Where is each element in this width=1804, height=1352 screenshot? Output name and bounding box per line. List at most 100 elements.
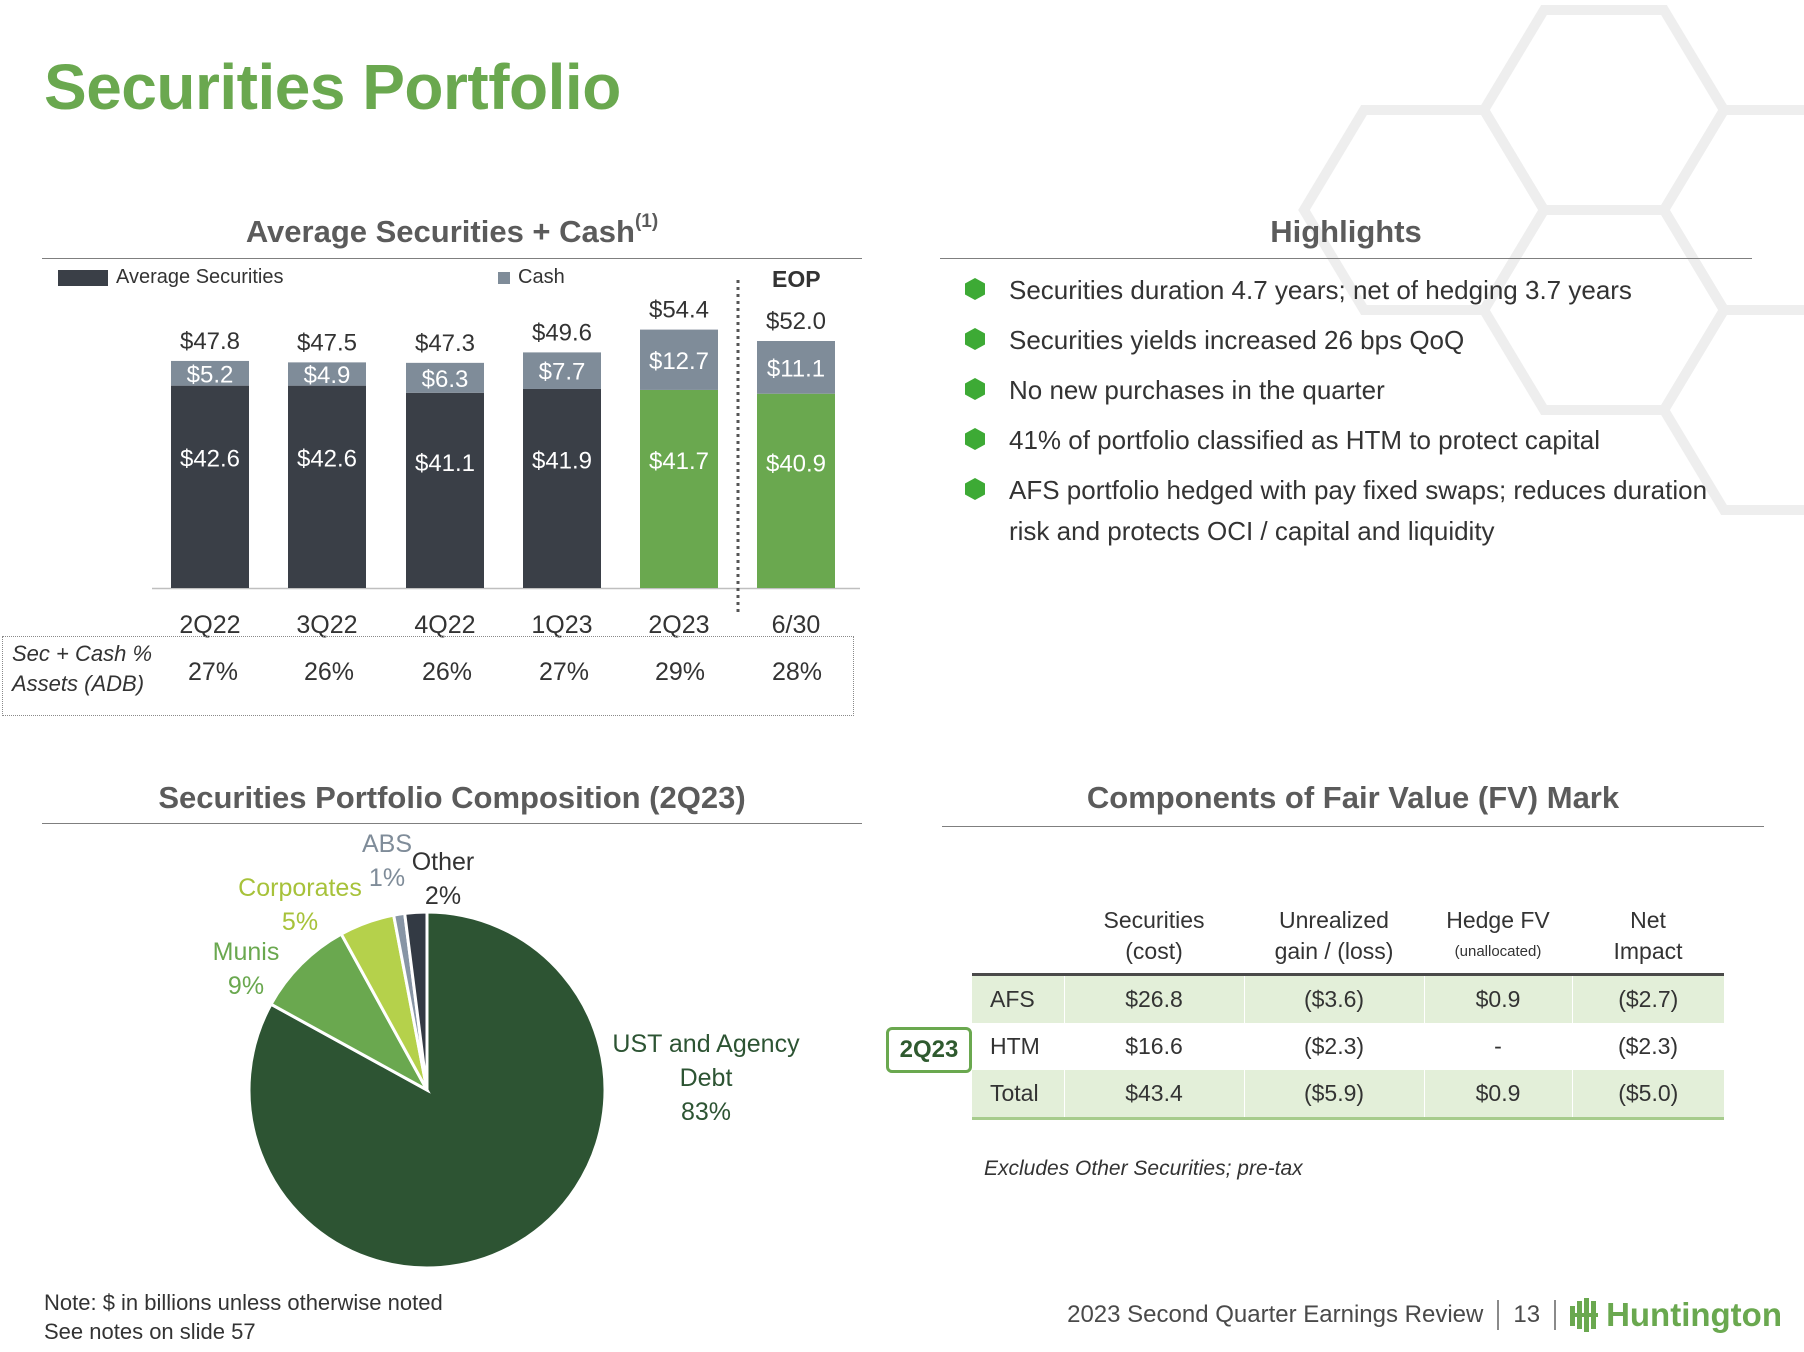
bar-cash-label: $12.7 <box>649 348 709 375</box>
bar-cash <box>523 352 601 389</box>
pie-value-label: 1% <box>369 864 405 892</box>
fv-header-line1: Net <box>1630 907 1666 933</box>
highlights-title: Highlights <box>1270 214 1422 249</box>
bar-cash-label: $7.7 <box>539 359 586 386</box>
chart1-title-footnote: (1) <box>634 210 659 232</box>
fv-row-total: Total $43.4 ($5.9) $0.9 ($5.0) <box>972 1070 1724 1120</box>
pct-value: 26% <box>303 658 355 686</box>
footer-divider <box>1497 1300 1500 1330</box>
footer-right: 2023 Second Quarter Earnings Review 13 H… <box>1067 1296 1782 1334</box>
highlight-text: Securities yields increased 26 bps QoQ <box>1009 325 1465 355</box>
bar-securities-label: $42.6 <box>297 446 357 473</box>
highlight-text: No new purchases in the quarter <box>1009 375 1385 405</box>
bar-securities-label: $41.7 <box>649 448 709 475</box>
highlight-item: 41% of portfolio classified as HTM to pr… <box>965 420 1725 461</box>
highlight-item: No new purchases in the quarter <box>965 370 1725 411</box>
fv-header-line2: (unallocated) <box>1454 943 1542 960</box>
fv-cell: ($2.3) <box>1303 1033 1365 1059</box>
fv-cell: ($5.0) <box>1572 1070 1724 1120</box>
fv-row-label: AFS <box>972 974 1065 1023</box>
legend-swatch-grey <box>498 271 510 284</box>
fv-row-label: Total <box>972 1070 1065 1120</box>
hexagon-bullet-icon <box>965 378 985 400</box>
fv-row-label: HTM <box>990 1033 1040 1059</box>
footer-note: Note: $ in billions unless otherwise not… <box>44 1288 443 1346</box>
hexagon-bullet-icon <box>965 328 985 350</box>
bar-securities-label: $40.9 <box>766 450 826 477</box>
fv-cell: ($5.9) <box>1244 1070 1425 1120</box>
bar-chart: $42.6 $5.2 $47.8 2Q22 $42.6 $4.9 $47.5 3Q22 $41.… <box>152 280 860 639</box>
x-tick-label: 2Q22 <box>179 611 240 639</box>
pct-value: 29% <box>654 658 706 686</box>
pie-slice <box>247 910 607 1270</box>
highlights-title-rule <box>940 258 1752 259</box>
bar-securities <box>640 389 718 588</box>
bar-cash <box>171 360 249 386</box>
bar-securities <box>523 388 601 588</box>
pct-value: 27% <box>538 658 590 686</box>
fv-header-hedge: Hedge FV (unallocated) <box>1424 905 1572 976</box>
fv-header-row: Securities (cost) Unrealized gain / (loss)… <box>972 905 1724 976</box>
pct-value: 26% <box>421 658 473 686</box>
pie-value-label: 2% <box>425 882 461 910</box>
eop-label: EOP <box>772 266 821 292</box>
bar-cash-label: $4.9 <box>304 362 351 389</box>
page-number: 13 <box>1513 1301 1541 1328</box>
footer-note-line1: Note: $ in billions unless otherwise not… <box>44 1290 443 1315</box>
fv-header-line2: (cost) <box>1125 938 1183 964</box>
fv-cell: $0.9 <box>1424 974 1573 1023</box>
bar-total-label: $47.8 <box>180 328 240 355</box>
highlight-text: Securities duration 4.7 years; net of he… <box>1009 275 1632 305</box>
fv-cell: ($3.6) <box>1244 974 1425 1023</box>
pct-value: 28% <box>771 658 823 686</box>
bar-cash <box>406 362 484 393</box>
bar-total-label: $47.5 <box>297 329 357 356</box>
fv-row-afs: AFS $26.8 ($3.6) $0.9 ($2.7) <box>972 974 1724 1023</box>
pie-label: ABS <box>362 830 412 858</box>
pie-slice <box>268 931 431 1094</box>
bar-cash-label: $6.3 <box>422 366 469 393</box>
pie-value-label: 5% <box>282 908 318 936</box>
pie-label: Munis <box>213 938 280 966</box>
highlight-item: Securities duration 4.7 years; net of he… <box>965 270 1725 311</box>
fv-header-line2: Impact <box>1613 938 1683 964</box>
hexagon-bullet-icon <box>965 428 985 450</box>
bar-securities <box>406 392 484 588</box>
x-tick-label: 3Q22 <box>296 611 357 639</box>
hexagon-bullet-icon <box>965 278 985 300</box>
x-tick-label: 4Q22 <box>414 611 475 639</box>
bar-securities <box>757 393 835 588</box>
fv-header-unrealized: Unrealized gain / (loss) <box>1244 905 1424 976</box>
x-tick-label: 2Q23 <box>648 611 709 639</box>
fv-cell: ($2.3) <box>1617 1033 1679 1059</box>
pie-label: Corporates <box>238 874 362 902</box>
highlights-list: Securities duration 4.7 years; net of he… <box>965 270 1725 561</box>
fv-title-rule <box>942 826 1764 827</box>
bar-total-label: $52.0 <box>766 308 826 335</box>
fv-header-empty <box>972 905 1064 976</box>
pie-value-label: 9% <box>228 972 264 1000</box>
highlight-text: 41% of portfolio classified as HTM to pr… <box>1009 425 1601 455</box>
bar-securities-label: $41.9 <box>532 448 592 475</box>
fv-cell: - <box>1494 1033 1502 1059</box>
legend-avg-securities: Average Securities <box>58 266 284 289</box>
background-hexagon-pattern <box>1298 4 1804 515</box>
chart2-title-rule <box>42 823 862 824</box>
brand-name: Huntington <box>1606 1296 1782 1333</box>
bar-securities <box>171 385 249 588</box>
pie-value-label: 83% <box>681 1098 731 1126</box>
legend-swatch-dark <box>58 269 108 286</box>
fv-header-line2: gain / (loss) <box>1274 938 1394 964</box>
pct-row-label-line2: Assets (ADB) <box>12 671 145 696</box>
bar-securities-label: $42.6 <box>180 446 240 473</box>
x-tick-label: 6/30 <box>772 611 821 639</box>
quarter-badge: 2Q23 <box>886 1027 972 1073</box>
fv-cell: $26.8 <box>1064 974 1245 1023</box>
bar-cash-label: $5.2 <box>187 361 234 388</box>
pie-label: UST and Agency <box>612 1030 800 1058</box>
slide-title: Securities Portfolio <box>44 51 621 123</box>
bar-total-label: $49.6 <box>532 319 592 346</box>
hexagon-bullet-icon <box>965 478 985 500</box>
chart2-title: Securities Portfolio Composition (2Q23) <box>158 780 746 815</box>
bar-cash-label: $11.1 <box>767 355 825 382</box>
